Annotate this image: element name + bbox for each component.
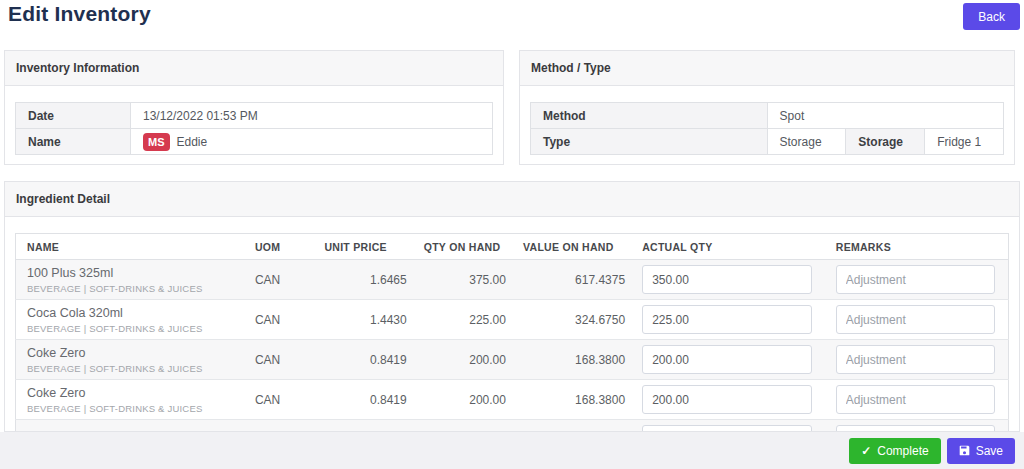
table-row: Coke Zero BEVERAGE | SOFT-DRINKS & JUICE…: [16, 340, 1009, 380]
ingredient-name: 100 Plus 325ml: [27, 266, 238, 280]
value-on-hand-value: 168.3800: [512, 340, 631, 380]
qty-on-hand-value: 200.00: [413, 380, 512, 420]
type-label: Type: [531, 129, 768, 155]
check-icon: ✓: [861, 444, 871, 458]
uom-value: CAN: [244, 300, 314, 340]
storage-value: Fridge 1: [925, 129, 1004, 155]
unit-price-value: [313, 420, 412, 433]
column-header-uom: UOM: [244, 234, 314, 260]
qty-on-hand-value: 225.00: [413, 300, 512, 340]
column-header-name: NAME: [16, 234, 244, 260]
save-button-label: Save: [976, 444, 1003, 458]
unit-price-value: 0.8419: [313, 380, 412, 420]
table-row: Name MS Eddie: [16, 129, 493, 155]
user-initials-badge: MS: [143, 133, 170, 151]
uom-value: [244, 420, 314, 433]
actual-qty-input[interactable]: [642, 345, 812, 374]
save-button[interactable]: Save: [947, 438, 1015, 464]
complete-button-label: Complete: [877, 444, 928, 458]
table-row: Coke Zero BEVERAGE | SOFT-DRINKS & JUICE…: [16, 380, 1009, 420]
remarks-input[interactable]: [836, 385, 996, 414]
inventory-information-panel: Inventory Information Date 13/12/2022 01…: [4, 50, 504, 165]
page-title: Edit Inventory: [8, 2, 151, 26]
footer-action-bar: ✓ Complete Save: [0, 432, 1024, 469]
table-row: Method Spot: [531, 103, 1004, 129]
method-value: Spot: [767, 103, 1003, 129]
method-type-table: Method Spot Type Storage Storage Fridge …: [530, 102, 1004, 155]
qty-on-hand-value: 375.00: [413, 260, 512, 300]
ingredient-name: Coca Cola 320ml: [27, 306, 238, 320]
actual-qty-input[interactable]: [642, 385, 812, 414]
table-row: Date 13/12/2022 01:53 PM: [16, 103, 493, 129]
uom-value: CAN: [244, 340, 314, 380]
method-type-panel: Method / Type Method Spot Type Storage S…: [519, 50, 1015, 165]
qty-on-hand-value: [413, 420, 512, 433]
name-value: Eddie: [177, 135, 208, 149]
ingredient-category: BEVERAGE | SOFT-DRINKS & JUICES: [27, 283, 238, 294]
column-header-actual-qty: ACTUAL QTY: [631, 234, 825, 260]
back-button[interactable]: Back: [963, 3, 1020, 30]
ingredient-detail-panel: Ingredient Detail NAME UOM UNIT PRICE QT…: [4, 181, 1020, 432]
value-on-hand-value: 617.4375: [512, 260, 631, 300]
column-header-remarks: REMARKS: [825, 234, 1009, 260]
ingredient-detail-title: Ingredient Detail: [5, 182, 1019, 217]
table-row: 100 Plus 325ml BEVERAGE | SOFT-DRINKS & …: [16, 260, 1009, 300]
inventory-information-table: Date 13/12/2022 01:53 PM Name MS Eddie: [15, 102, 493, 155]
uom-value: CAN: [244, 260, 314, 300]
uom-value: CAN: [244, 380, 314, 420]
actual-qty-input[interactable]: [642, 265, 812, 294]
ingredient-name: Coke Zero: [27, 346, 238, 360]
column-header-value-on-hand: VALUE ON HAND: [512, 234, 631, 260]
value-on-hand-value: 168.3800: [512, 380, 631, 420]
remarks-input[interactable]: [836, 345, 996, 374]
actual-qty-input[interactable]: [642, 425, 812, 432]
column-header-qty-on-hand: QTY ON HAND: [413, 234, 512, 260]
ingredient-table: NAME UOM UNIT PRICE QTY ON HAND VALUE ON…: [15, 233, 1009, 432]
table-row: Type Storage Storage Fridge 1: [531, 129, 1004, 155]
unit-price-value: 0.8419: [313, 340, 412, 380]
table-row: Coca Cola 320ml BEVERAGE | SOFT-DRINKS &…: [16, 300, 1009, 340]
table-row: Grass Jelly Drink 300ml: [16, 420, 1009, 433]
save-icon: [959, 445, 970, 456]
date-value: 13/12/2022 01:53 PM: [131, 103, 493, 129]
name-value-cell: MS Eddie: [131, 129, 493, 155]
ingredient-category: BEVERAGE | SOFT-DRINKS & JUICES: [27, 323, 238, 334]
remarks-input[interactable]: [836, 265, 996, 294]
remarks-input[interactable]: [836, 425, 996, 432]
complete-button[interactable]: ✓ Complete: [849, 438, 940, 464]
unit-price-value: 1.6465: [313, 260, 412, 300]
unit-price-value: 1.4430: [313, 300, 412, 340]
actual-qty-input[interactable]: [642, 305, 812, 334]
table-header-row: NAME UOM UNIT PRICE QTY ON HAND VALUE ON…: [16, 234, 1009, 260]
storage-label: Storage: [846, 129, 925, 155]
inventory-information-title: Inventory Information: [5, 51, 503, 86]
column-header-unit-price: UNIT PRICE: [313, 234, 412, 260]
method-label: Method: [531, 103, 768, 129]
method-type-title: Method / Type: [520, 51, 1014, 86]
ingredient-category: BEVERAGE | SOFT-DRINKS & JUICES: [27, 403, 238, 414]
ingredient-category: BEVERAGE | SOFT-DRINKS & JUICES: [27, 363, 238, 374]
ingredient-name: Coke Zero: [27, 386, 238, 400]
type-value: Storage: [767, 129, 846, 155]
date-label: Date: [16, 103, 131, 129]
name-label: Name: [16, 129, 131, 155]
value-on-hand-value: [512, 420, 631, 433]
qty-on-hand-value: 200.00: [413, 340, 512, 380]
remarks-input[interactable]: [836, 305, 996, 334]
value-on-hand-value: 324.6750: [512, 300, 631, 340]
